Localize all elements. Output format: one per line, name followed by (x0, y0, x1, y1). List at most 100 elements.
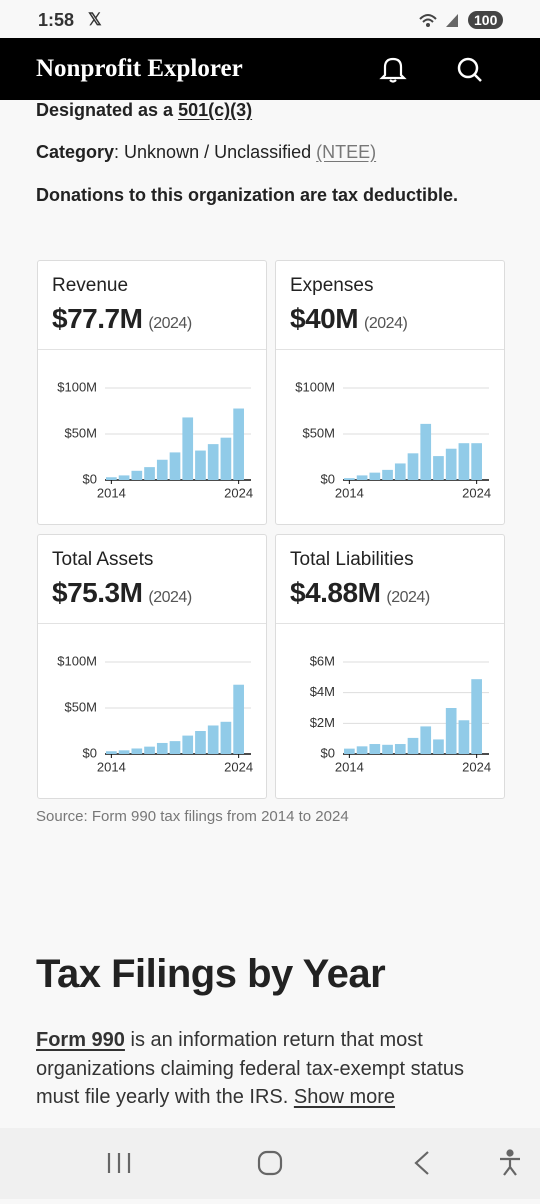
bar (182, 417, 194, 480)
bar (356, 475, 368, 480)
bar (344, 478, 355, 480)
bar (144, 467, 155, 480)
bar (131, 748, 143, 754)
y-tick-label: $0 (83, 471, 97, 486)
designation: Designated as a 501(c)(3) (36, 100, 252, 121)
bar (118, 750, 130, 754)
bar (144, 746, 155, 754)
y-tick-label: $6M (310, 653, 335, 668)
bar (471, 443, 482, 480)
ntee-link[interactable]: (NTEE) (316, 142, 377, 162)
app-title[interactable]: Nonprofit Explorer (36, 55, 243, 82)
bar (106, 477, 117, 480)
bar (156, 459, 168, 480)
headline-period: (2024) (148, 315, 192, 332)
y-tick-label: $100M (57, 379, 97, 394)
headline: $40M (2024) (290, 303, 408, 335)
designation-link[interactable]: 501(c)(3) (178, 100, 253, 120)
bar (420, 726, 432, 754)
deductible-note: Donations to this organization are tax d… (36, 185, 459, 205)
bar (131, 470, 143, 480)
bar (182, 735, 194, 754)
bar (407, 453, 419, 480)
bar (344, 748, 355, 754)
chart-card: Total Assets $75.3M (2024) $0 $50M $100M 2014 2… (37, 534, 267, 799)
bar (433, 456, 444, 480)
chart-title: Total Assets (52, 549, 154, 570)
accessibility-button[interactable] (500, 1149, 520, 1176)
x-tick-label: 2024 (462, 485, 491, 500)
bar (207, 725, 219, 754)
chart-card: Expenses $40M (2024) $0 $50M $100M 2014 2024 (275, 260, 505, 525)
headline-value: $4.88M (290, 577, 381, 608)
bar (169, 741, 181, 754)
chart-title: Revenue (52, 275, 129, 296)
status-bar: 1:58 𝕏 100 (0, 0, 540, 38)
bar (220, 437, 232, 480)
bar (369, 472, 381, 480)
back-button[interactable] (414, 1151, 429, 1175)
search-button[interactable] (455, 55, 485, 85)
headline-value: $75.3M (52, 577, 143, 608)
y-tick-label: $100M (57, 653, 97, 668)
chart: $0 $50M $100M 2014 2024 (295, 379, 491, 500)
recents-button[interactable] (107, 1153, 131, 1173)
divider (38, 623, 266, 624)
bar (445, 448, 457, 480)
designation-text: Designated as a (36, 100, 179, 120)
chart: $0 $2M $4M $6M 2014 2024 (310, 653, 491, 774)
x-tick-label: 2024 (224, 759, 253, 774)
category-value: : Unknown / Unclassified (114, 142, 317, 162)
x-tick-label: 2014 (335, 485, 364, 500)
form-990-link[interactable]: Form 990 (36, 1029, 125, 1051)
x-tick-label: 2014 (335, 759, 364, 774)
bar (433, 739, 444, 754)
time: 1:58 (38, 10, 75, 30)
chart-title: Total Liabilities (290, 549, 414, 570)
bar (220, 721, 232, 754)
divider (276, 623, 504, 624)
bar (233, 408, 244, 480)
y-tick-label: $50M (64, 425, 97, 440)
signal-icons (419, 14, 458, 27)
bell-button[interactable] (378, 54, 408, 84)
bar (382, 469, 393, 480)
x-tick-label: 2024 (462, 759, 491, 774)
y-tick-label: $0 (83, 745, 97, 760)
battery: 100 (468, 11, 504, 29)
app-header: Nonprofit Explorer (0, 38, 540, 100)
y-tick-label: $2M (310, 715, 335, 730)
chart-card: Revenue $77.7M (2024) $0 $50M $100M 2014 2024 (37, 260, 267, 525)
bar (369, 744, 381, 754)
source-note: Source: Form 990 tax filings from 2014 t… (36, 808, 349, 825)
show-more-link[interactable]: Show more (293, 1086, 396, 1108)
headline-period: (2024) (364, 315, 408, 332)
y-tick-label: $4M (310, 684, 335, 699)
bar (407, 737, 419, 754)
y-tick-label: $0 (321, 471, 335, 486)
headline-value: $40M (290, 303, 359, 334)
nav-icons (107, 1149, 520, 1176)
section-heading: Tax Filings by Year (36, 952, 386, 996)
chart-title: Expenses (290, 275, 374, 296)
nav-bar (0, 1128, 540, 1199)
bar (445, 708, 457, 754)
bar (169, 452, 181, 480)
filings-text: Form 990 is an information return that m… (36, 1026, 496, 1112)
bar (458, 443, 470, 480)
x-tick-label: 2014 (97, 759, 126, 774)
headline: $77.7M (2024) (52, 303, 192, 335)
bar (458, 720, 470, 754)
bar (195, 731, 206, 754)
headline-period: (2024) (386, 589, 430, 606)
divider (38, 349, 266, 350)
bar (356, 746, 368, 754)
y-tick-label: $100M (295, 379, 335, 394)
bar (195, 450, 206, 480)
home-button[interactable] (257, 1150, 283, 1176)
headline: $4.88M (2024) (290, 577, 430, 609)
x-tick-label: 2024 (224, 485, 253, 500)
bar (420, 423, 432, 480)
chart: $0 $50M $100M 2014 2024 (57, 379, 253, 500)
